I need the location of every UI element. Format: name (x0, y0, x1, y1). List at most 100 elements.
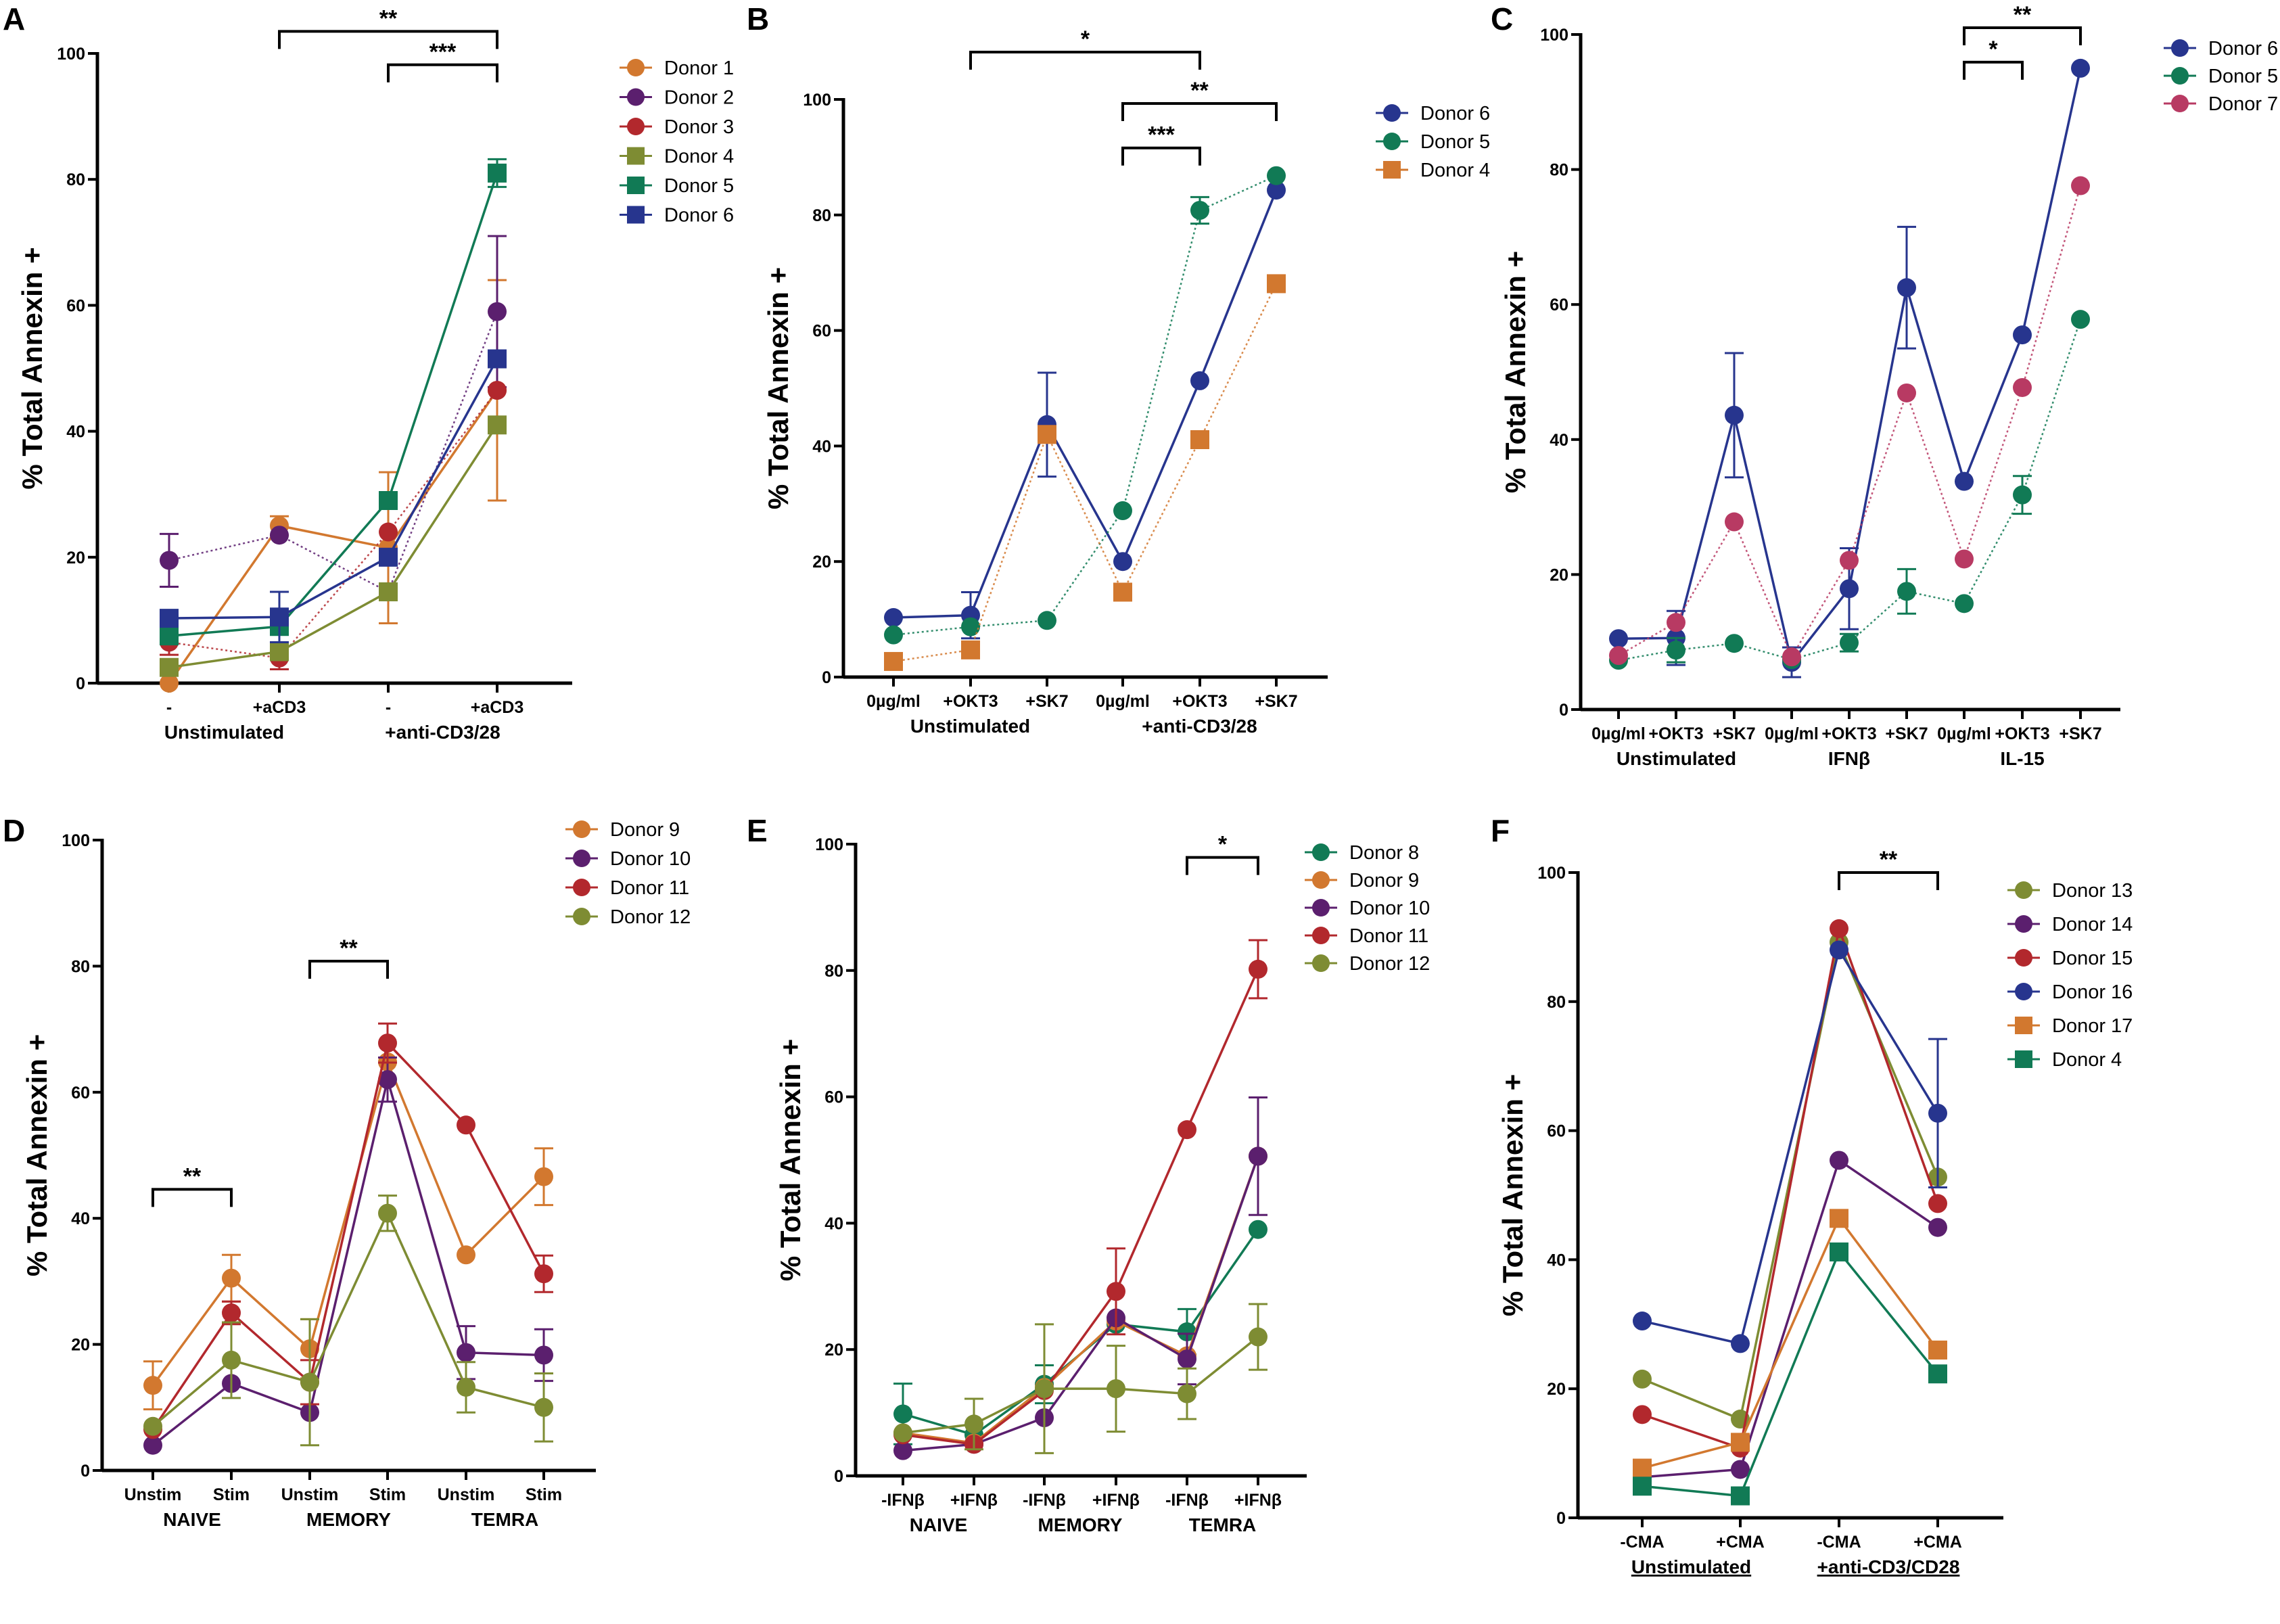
legend-label: Donor 6 (2208, 38, 2278, 60)
legend-label: Donor 11 (610, 877, 689, 899)
legend-item: Donor 4 (2007, 1049, 2122, 1071)
data-point (1840, 551, 1859, 570)
data-point (884, 651, 903, 671)
data-point (222, 1268, 241, 1288)
data-point (2013, 377, 2032, 397)
data-point (1178, 1322, 1196, 1342)
series-line (168, 358, 498, 620)
y-tick-label: 40 (66, 423, 85, 442)
data-point (378, 1203, 397, 1223)
group-label: +anti-CD3/28 (385, 722, 500, 743)
legend-item: Donor 4 (1376, 160, 1490, 181)
y-tick-label: 0 (834, 1467, 843, 1486)
legend-item: Donor 6 (2164, 38, 2278, 60)
data-point (534, 1345, 553, 1365)
group-label: TEMRA (1189, 1514, 1257, 1535)
significance-label: ** (1190, 78, 1209, 103)
data-point (379, 582, 398, 602)
data-point (1830, 1209, 1848, 1228)
y-axis-label: % Total Annexin + (1497, 1074, 1529, 1316)
legend-label: Donor 4 (664, 146, 734, 168)
legend-label: Donor 4 (1420, 160, 1490, 181)
data-point (160, 657, 179, 677)
x-tick-label: - (166, 698, 172, 717)
data-point (1840, 633, 1859, 653)
legend-item: Donor 12 (1305, 953, 1430, 975)
significance-bracket (1186, 856, 1259, 875)
x-tick-label: Stim (213, 1485, 250, 1504)
data-point (1249, 1146, 1267, 1166)
significance-label: ** (1880, 847, 1898, 873)
data-point (1725, 634, 1744, 653)
legend-marker-circle-icon (2015, 881, 2032, 899)
data-point (1633, 1477, 1652, 1496)
data-point (379, 547, 398, 567)
y-tick-label: 80 (1550, 161, 1568, 180)
series-line (152, 1075, 544, 1447)
legend-label: Donor 14 (2052, 914, 2133, 935)
significance-bracket (278, 30, 498, 49)
legend-item: Donor 17 (2007, 1015, 2133, 1037)
data-point (1830, 1151, 1848, 1170)
series-line (1642, 924, 1939, 1450)
data-point (488, 163, 507, 183)
legend-item: Donor 10 (565, 848, 691, 870)
x-tick-label: 0µg/ml (866, 692, 921, 711)
data-point (893, 1423, 912, 1443)
significance-label: *** (429, 39, 457, 65)
x-tick-label: 0µg/ml (1765, 724, 1819, 743)
significance-label: ** (2014, 2, 2032, 28)
group-label: TEMRA (471, 1509, 539, 1530)
legend-label: Donor 8 (1349, 842, 1419, 864)
data-point (1731, 1486, 1750, 1506)
series-line (893, 175, 1277, 636)
x-tick-label: +OKT3 (1995, 724, 2049, 743)
legend-label: Donor 12 (1349, 953, 1430, 975)
y-tick-label: 0 (822, 668, 831, 687)
legend-label: Donor 10 (1349, 898, 1430, 919)
chart-panel-d: D 0 20 40 60 80 100 % Total Annexin + Unstim Stim… (3, 813, 691, 1530)
data-point (1897, 582, 1916, 601)
x-tick-label: Unstim (124, 1485, 182, 1504)
series-donor-5 (160, 158, 507, 646)
data-point (457, 1377, 475, 1397)
data-point (1830, 1242, 1848, 1261)
legend-marker-circle-icon (573, 850, 590, 867)
legend-item: Donor 5 (2164, 66, 2278, 87)
data-point (1178, 1120, 1196, 1140)
group-label: Unstimulated (1631, 1556, 1751, 1577)
x-tick-label: Stim (526, 1485, 562, 1504)
y-axis-label: % Total Annexin + (16, 247, 48, 489)
series-line (152, 1040, 545, 1431)
y-tick-label: 20 (1550, 565, 1568, 584)
legend-label: Donor 15 (2052, 948, 2133, 969)
data-point (1249, 1220, 1267, 1239)
legend-label: Donor 9 (1349, 870, 1419, 891)
data-point (457, 1115, 475, 1135)
legend-marker-circle-icon (573, 908, 590, 925)
significance-label: * (1988, 37, 1998, 62)
data-point (1107, 1379, 1125, 1399)
data-point (300, 1372, 319, 1392)
legend-item: Donor 7 (2164, 93, 2278, 115)
series-donor-3 (160, 381, 507, 671)
x-tick-label: 0µg/ml (1096, 692, 1150, 711)
data-point (270, 642, 289, 662)
x-tick-label: -IFNβ (1165, 1491, 1209, 1510)
group-label: NAIVE (163, 1509, 221, 1530)
data-point (2071, 176, 2090, 195)
y-tick-label: 60 (1550, 296, 1568, 315)
x-tick-label: -CMA (1817, 1533, 1861, 1552)
series-donor-11 (893, 939, 1267, 1454)
x-tick-label: -IFNβ (1023, 1491, 1066, 1510)
data-point (270, 526, 289, 545)
x-tick-label: 0µg/ml (1591, 724, 1646, 743)
data-point (1725, 512, 1744, 532)
series-line (1642, 946, 1939, 1345)
legend-label: Donor 5 (1420, 131, 1490, 153)
data-point (1633, 1458, 1652, 1478)
legend-item: Donor 10 (1305, 898, 1430, 919)
y-axis-label: % Total Annexin + (21, 1034, 53, 1276)
y-tick-label: 40 (812, 437, 831, 456)
